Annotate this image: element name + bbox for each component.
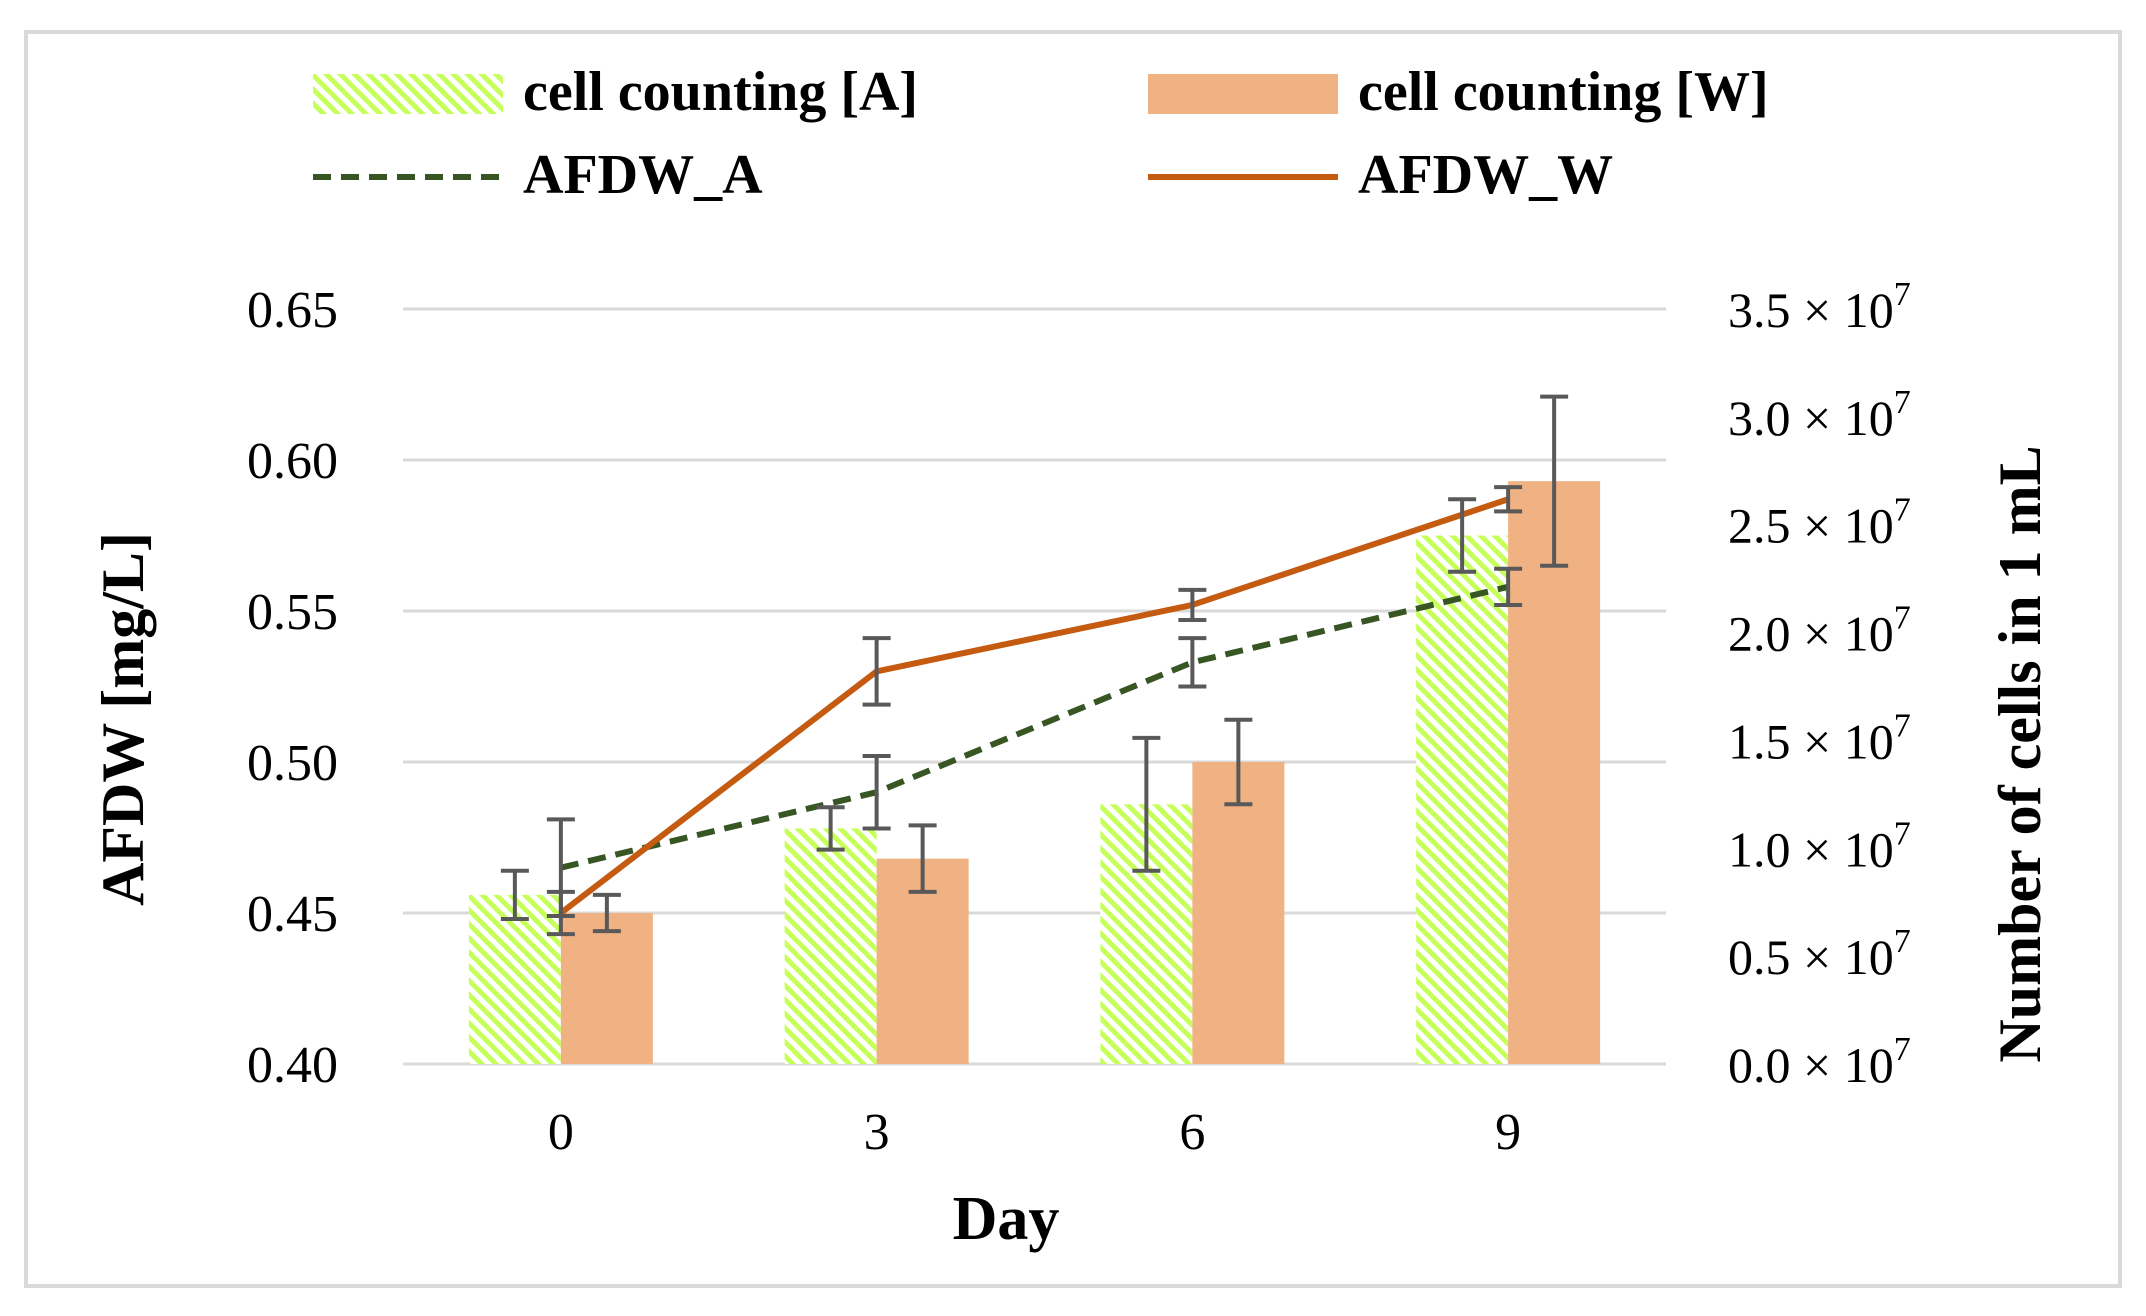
legend-label: cell counting [A] <box>523 61 918 123</box>
axes: 0.40 0.45 0.50 0.55 0.60 0.65 0.0 × 107 0.5 × … <box>90 276 2053 1253</box>
y-tick-label-left: 0.60 <box>247 433 338 490</box>
legend: cell counting [A] cell counting [W] AFDW_A… <box>313 61 1769 206</box>
error-bar <box>1178 587 1207 623</box>
bar-w-day-6 <box>1192 762 1285 1064</box>
bar-w-day-9 <box>1508 481 1601 1064</box>
error-bar <box>592 892 621 934</box>
legend-label: cell counting [W] <box>1358 61 1769 123</box>
bar-a-day-0 <box>468 894 561 1064</box>
y-axis-label-right: Number of cells in 1 mL <box>1987 445 2053 1062</box>
error-bar <box>1224 717 1253 807</box>
x-axis-label: Day <box>953 1185 1060 1253</box>
error-bar <box>908 823 937 894</box>
y-tick-label-right: 3.5 × 107 <box>1728 276 1911 338</box>
bar-a-day-9 <box>1416 535 1509 1064</box>
x-axis-ticks: 0 3 6 9 <box>548 1104 1521 1161</box>
right-axis-ticks: 0.0 × 107 0.5 × 107 1.0 × 107 1.5 × 107 2.0 … <box>1728 276 1911 1093</box>
error-bar <box>862 636 891 707</box>
error-bar <box>1132 735 1161 873</box>
error-bar <box>862 753 891 831</box>
error-bar <box>816 805 845 852</box>
legend-item: cell counting [A] <box>313 61 918 123</box>
bar-a-day-3 <box>784 828 877 1064</box>
y-tick-label-right: 1.5 × 107 <box>1728 707 1911 769</box>
x-tick-label: 6 <box>1179 1104 1205 1161</box>
y-tick-label-left: 0.40 <box>247 1037 338 1094</box>
legend-item: AFDW_A <box>313 144 763 206</box>
x-tick-label: 0 <box>548 1104 574 1161</box>
legend-item: AFDW_W <box>1148 144 1613 206</box>
legend-label: AFDW_W <box>1358 144 1613 206</box>
y-tick-label-right: 0.0 × 107 <box>1728 1031 1911 1093</box>
y-tick-label-left: 0.45 <box>247 886 338 943</box>
x-tick-label: 9 <box>1495 1104 1521 1161</box>
error-bar <box>546 889 575 937</box>
legend-swatch <box>313 74 503 114</box>
y-tick-label-right: 0.5 × 107 <box>1728 923 1911 985</box>
y-tick-label-right: 2.5 × 107 <box>1728 492 1911 554</box>
legend-item: cell counting [W] <box>1148 61 1769 123</box>
error-bar <box>500 868 529 922</box>
y-tick-label-right: 3.0 × 107 <box>1728 384 1911 446</box>
y-tick-label-right: 1.0 × 107 <box>1728 815 1911 877</box>
chart-frame: 0.40 0.45 0.50 0.55 0.60 0.65 0.0 × 107 0.5 × … <box>24 30 2122 1288</box>
error-bars <box>500 394 1569 937</box>
lines <box>559 496 1510 916</box>
y-axis-label-left: AFDW [mg/L] <box>90 532 156 906</box>
chart: 0.40 0.45 0.50 0.55 0.60 0.65 0.0 × 107 0.5 × … <box>90 61 2053 1253</box>
left-axis-ticks: 0.40 0.45 0.50 0.55 0.60 0.65 <box>247 282 338 1094</box>
legend-label: AFDW_A <box>523 144 763 206</box>
error-bar <box>1494 566 1523 607</box>
error-bar <box>1448 497 1477 574</box>
y-tick-label-left: 0.65 <box>247 282 338 339</box>
error-bar <box>1178 636 1207 689</box>
y-tick-label-right: 2.0 × 107 <box>1728 600 1911 662</box>
error-bar <box>1540 394 1569 568</box>
bar-w-day-0 <box>560 913 653 1064</box>
bars <box>468 481 1601 1064</box>
y-tick-label-left: 0.55 <box>247 584 338 641</box>
error-bar <box>1494 485 1523 514</box>
line-afdw-a <box>560 583 1509 871</box>
line-afdw-w <box>559 496 1510 916</box>
x-tick-label: 3 <box>864 1104 890 1161</box>
y-tick-label-left: 0.50 <box>247 735 338 792</box>
legend-swatch <box>1148 74 1338 114</box>
